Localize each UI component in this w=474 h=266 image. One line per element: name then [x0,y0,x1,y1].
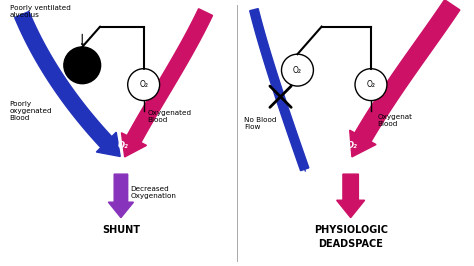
Circle shape [355,69,387,101]
Circle shape [64,47,100,84]
Polygon shape [337,174,365,218]
Text: O₂: O₂ [346,141,357,149]
Text: No Blood
Flow: No Blood Flow [244,117,277,130]
Text: SHUNT: SHUNT [102,225,140,235]
Text: Poorly ventilated
alveolus: Poorly ventilated alveolus [9,5,71,18]
Polygon shape [305,169,306,172]
Polygon shape [355,0,460,142]
Circle shape [128,69,160,101]
Circle shape [282,54,313,86]
Polygon shape [109,174,134,218]
Text: Poorly
oxygenated
Blood: Poorly oxygenated Blood [9,101,52,121]
Polygon shape [15,11,112,147]
Polygon shape [250,9,309,171]
Text: O₂: O₂ [293,66,302,75]
Polygon shape [350,130,376,157]
Text: PHYSIOLOGIC: PHYSIOLOGIC [314,225,388,235]
Text: Oxygenat
Blood: Oxygenat Blood [377,114,412,127]
Text: O₂: O₂ [139,80,148,89]
Text: O₂: O₂ [118,141,129,149]
Text: Decreased
Oxygenation: Decreased Oxygenation [131,186,176,199]
Text: DEADSPACE: DEADSPACE [318,239,383,249]
Text: O₂: O₂ [366,80,375,89]
Polygon shape [96,132,120,156]
Polygon shape [127,9,212,143]
Text: Oxygenated
Blood: Oxygenated Blood [147,110,191,123]
Polygon shape [121,133,146,157]
